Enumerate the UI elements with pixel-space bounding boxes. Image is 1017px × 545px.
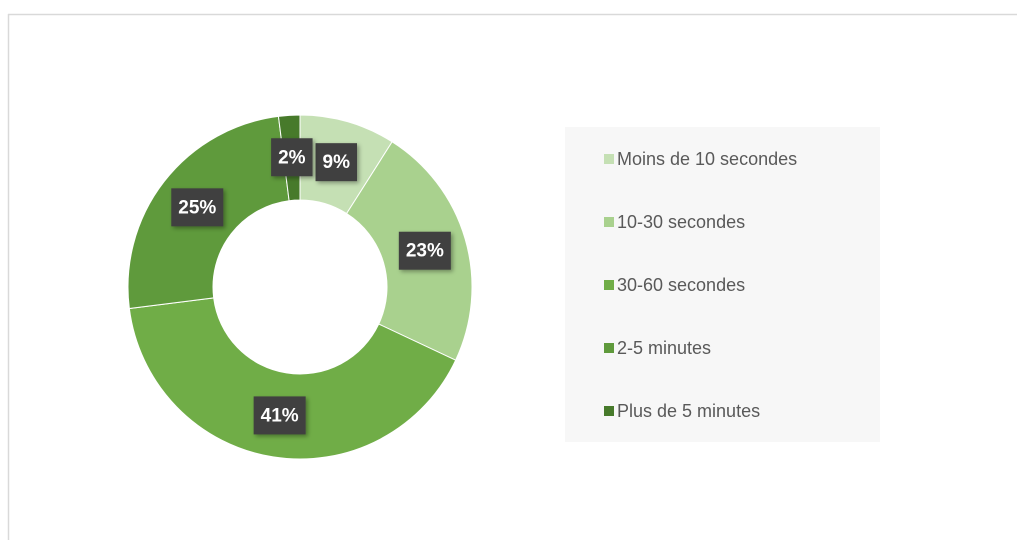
data-label-box — [315, 143, 358, 182]
legend-swatch — [604, 280, 614, 290]
legend-label: 30-60 secondes — [617, 275, 745, 295]
legend-swatch — [604, 406, 614, 416]
data-label-box — [271, 138, 313, 177]
data-label-text: 9% — [323, 152, 351, 173]
legend-box — [565, 127, 880, 442]
legend-label: Plus de 5 minutes — [617, 401, 760, 421]
legend-label: 2-5 minutes — [617, 338, 711, 358]
data-label-box — [253, 396, 306, 435]
data-label-text: 41% — [261, 405, 299, 426]
legend-swatch — [604, 343, 614, 353]
legend-swatch — [604, 154, 614, 164]
data-label-box — [398, 231, 451, 270]
data-label-box — [171, 188, 224, 227]
data-label-text: 2% — [278, 147, 306, 168]
legend-label: Moins de 10 secondes — [617, 149, 797, 169]
data-label-text: 23% — [406, 241, 444, 262]
slice — [128, 297, 457, 460]
legend-label: 10-30 secondes — [617, 212, 745, 232]
legend-swatch — [604, 217, 614, 227]
data-label-text: 25% — [178, 197, 216, 218]
